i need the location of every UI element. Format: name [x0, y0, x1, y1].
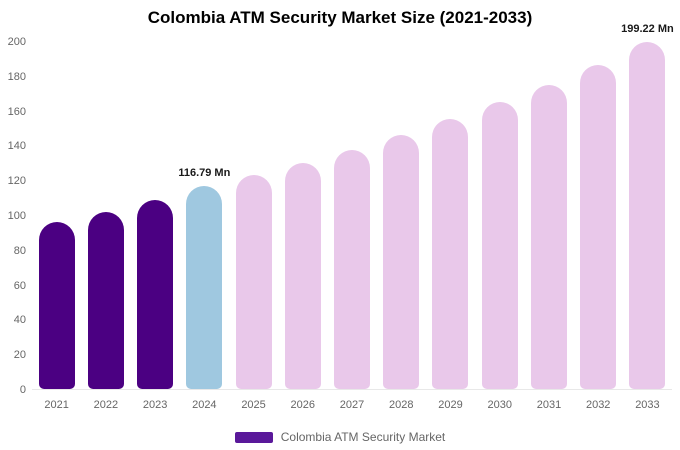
y-tick-label: 180 [7, 70, 26, 83]
y-axis: 0 20 40 60 80 100 120 140 160 180 200 [0, 36, 30, 396]
plot-area: 2021 2022 2023 2024 116.79 Mn 2025 2026 2027 202… [32, 23, 674, 411]
chart-title: Colombia ATM Security Market Size (2021-… [147, 8, 533, 27]
bar-2025 [235, 174, 272, 389]
x-axis-label-2026: 2026 [290, 399, 316, 411]
bar-2024 [186, 185, 223, 389]
y-tick-label: 60 [13, 279, 26, 292]
y-tick-label: 200 [7, 36, 26, 48]
data-label-2024: 116.79 Mn [178, 166, 231, 179]
bar-slot-2024: 2024 116.79 Mn [178, 42, 231, 411]
y-tick-label: 160 [7, 105, 26, 118]
bar-2030 [481, 101, 518, 389]
bar-2031 [530, 84, 567, 389]
bar-2032 [580, 65, 617, 389]
x-axis-label-2030: 2030 [487, 399, 512, 411]
bar-2022 [87, 211, 124, 389]
y-tick-label: 120 [7, 175, 26, 188]
bar-2029 [432, 119, 469, 389]
bar-slot-2022: 2022 [81, 42, 130, 411]
bar-2023 [137, 200, 174, 389]
bar-2026 [284, 162, 321, 389]
chart-legend: Colombia ATM Security Market [0, 430, 680, 444]
x-axis-label-2021: 2021 [44, 399, 69, 411]
y-tick-label: 100 [7, 210, 26, 222]
x-axis-label-2023: 2023 [142, 399, 168, 411]
x-axis-label-2028: 2028 [389, 399, 414, 411]
bar-slot-2033: 2033 199.22 Mn [621, 23, 674, 411]
x-axis-label-2031: 2031 [536, 399, 562, 411]
x-axis-label-2022: 2022 [93, 399, 119, 411]
bar-slot-2026: 2026 [278, 42, 327, 411]
bar-2021 [38, 221, 75, 389]
bar-2027 [334, 149, 371, 389]
bar-slot-2027: 2027 [327, 42, 376, 411]
y-tick-label: 0 [19, 384, 26, 396]
bar-slot-2030: 2030 [475, 42, 524, 411]
x-axis-label-2027: 2027 [339, 399, 365, 411]
y-tick-label: 20 [13, 349, 26, 362]
data-label-2033: 199.22 Mn [621, 23, 674, 36]
y-tick-label: 40 [13, 314, 26, 327]
bar-slot-2025: 2025 [229, 42, 278, 411]
bar-slot-2029: 2029 [426, 42, 475, 411]
legend-label: Colombia ATM Security Market [280, 430, 446, 444]
bar-slot-2032: 2032 [574, 42, 623, 411]
x-axis-label-2032: 2032 [585, 399, 611, 411]
legend-swatch [234, 431, 273, 443]
y-tick-label: 140 [7, 140, 26, 153]
bar-slot-2023: 2023 [130, 42, 179, 411]
x-axis-label-2025: 2025 [241, 399, 266, 411]
y-tick-label: 80 [13, 244, 26, 257]
bar-2028 [383, 134, 420, 389]
x-axis-label-2033: 2033 [635, 399, 660, 411]
bar-2033 [629, 42, 666, 389]
bar-slot-2031: 2031 [524, 42, 573, 411]
x-axis-label-2024: 2024 [192, 399, 217, 411]
bar-slot-2028: 2028 [377, 42, 426, 411]
bar-slot-2021: 2021 [32, 42, 81, 411]
x-axis-label-2029: 2029 [438, 399, 463, 411]
